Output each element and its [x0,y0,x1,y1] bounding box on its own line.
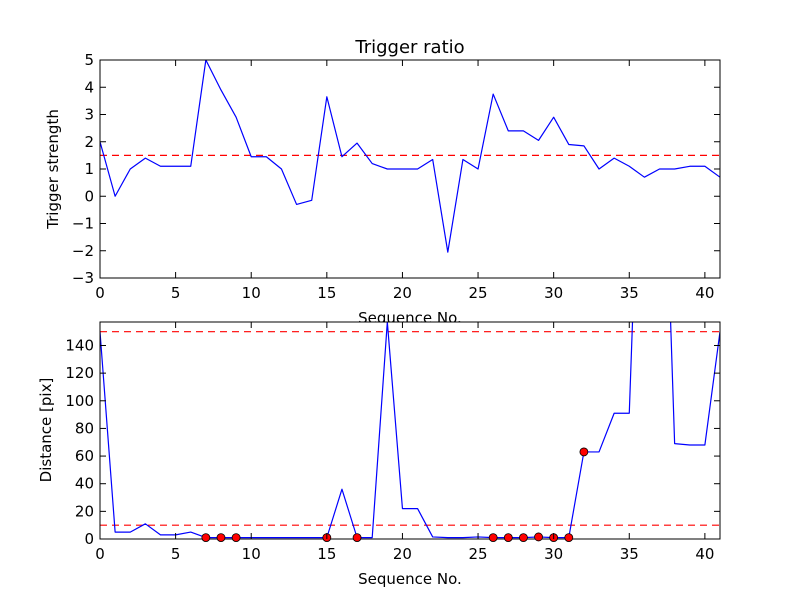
x-ticks: 0 5 10 15 20 25 30 35 40 [95,60,714,302]
data-point-marker [201,533,211,543]
x-tick-label: 30 [544,545,563,563]
y-tick-label: 20 [75,502,94,520]
x-tick-label: 5 [171,284,181,302]
x-tick-label: 0 [95,545,105,563]
x-ticks: 0 5 10 15 20 25 30 35 40 [95,322,714,563]
x-tick-label: 10 [242,284,261,302]
y-tick-label: 3 [84,106,94,124]
y-tick-label: 2 [84,133,94,151]
x-tick-label: 25 [469,545,488,563]
distance-chart: 0 5 10 15 20 25 30 35 40 0 20 40 60 80 100 120 140 Sequ… [37,321,721,588]
data-point-marker [231,533,241,543]
data-point-marker [534,532,543,542]
y-tick-label: 120 [65,364,94,382]
x-tick-label: 35 [620,284,639,302]
x-axis-label: Sequence No. [358,570,462,588]
y-tick-label: 4 [84,78,94,96]
y-tick-label: 80 [75,419,94,437]
trigger-ratio-chart: Trigger ratio 0 5 10 15 20 25 30 35 40 −3−2−1012… [44,37,721,327]
x-tick-label: 25 [469,284,488,302]
y-tick-label: −2 [72,242,94,260]
x-tick-label: 20 [393,545,412,563]
data-point-marker [579,447,589,457]
y-tick-label: −1 [72,215,94,233]
x-tick-label: 10 [242,545,261,563]
x-tick-label: 20 [393,284,412,302]
chart-title: Trigger ratio [354,37,464,58]
x-tick-label: 30 [544,284,563,302]
series-line [100,60,720,253]
data-point-marker [352,533,362,543]
y-tick-label: 5 [84,51,94,69]
plot-frame [99,321,721,540]
y-axis-label: Distance [pix] [37,378,55,483]
series-group [100,60,720,253]
x-tick-label: 0 [95,284,105,302]
plot-area [100,322,720,539]
data-point-marker [519,533,528,543]
y-tick-label: 1 [84,160,94,178]
marker-group [201,447,589,543]
y-tick-label: 0 [84,187,94,205]
y-tick-label: 140 [65,336,94,354]
y-tick-label: 40 [75,475,94,493]
y-tick-label: 60 [75,447,94,465]
x-tick-label: 5 [171,545,181,563]
x-tick-label: 35 [620,545,639,563]
y-tick-label: −3 [72,269,94,287]
data-point-marker [564,533,574,543]
y-tick-label: 100 [65,392,94,410]
data-point-marker [216,533,226,543]
x-tick-label: 15 [317,545,336,563]
data-point-marker [488,533,498,543]
y-tick-label: 0 [84,530,94,548]
y-ticks: 0 20 40 60 80 100 120 140 [65,336,720,548]
y-axis-label: Trigger strength [44,109,62,230]
x-tick-label: 15 [317,284,336,302]
data-point-marker [503,533,513,543]
y-ticks: −3 −2 −1 0 1 2 3 4 5 [72,51,720,287]
threshold-lines [100,331,720,526]
x-tick-label: 40 [695,545,714,563]
x-tick-label: 40 [695,284,714,302]
